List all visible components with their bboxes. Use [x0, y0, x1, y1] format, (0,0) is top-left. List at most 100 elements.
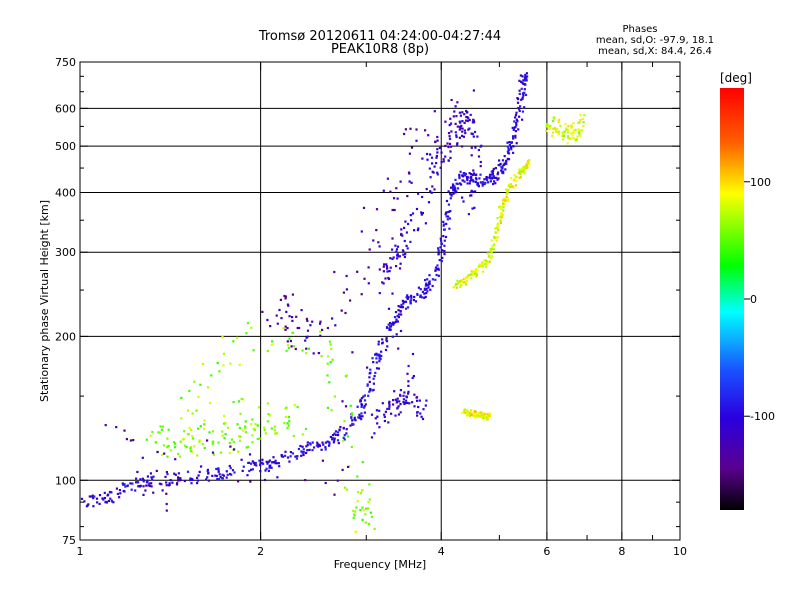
data-point	[293, 404, 296, 407]
data-point	[288, 420, 291, 423]
data-point	[428, 274, 431, 277]
data-point	[269, 325, 272, 328]
data-point	[132, 439, 135, 442]
data-point	[502, 172, 505, 175]
data-point	[449, 210, 452, 213]
data-point	[512, 135, 515, 138]
data-point	[206, 476, 209, 479]
data-point	[362, 395, 365, 398]
data-point	[406, 372, 409, 375]
data-point	[522, 94, 525, 97]
data-point	[429, 176, 432, 179]
data-point	[388, 407, 391, 410]
data-point	[386, 345, 389, 348]
phase-o-stats: mean, sd,O: -97.9, 18.1	[596, 35, 714, 46]
data-point	[362, 406, 366, 409]
data-point	[342, 426, 345, 430]
data-point	[196, 479, 199, 482]
data-point	[330, 347, 333, 351]
data-point	[407, 222, 410, 226]
data-point	[469, 113, 472, 116]
data-point	[448, 142, 452, 145]
data-point	[396, 406, 399, 409]
data-point	[399, 310, 402, 313]
data-point	[523, 165, 526, 168]
y-tick-label: 750	[55, 56, 76, 69]
data-point	[324, 481, 327, 485]
data-point	[239, 412, 242, 415]
data-point	[352, 516, 355, 519]
data-point	[518, 109, 521, 113]
data-point	[545, 123, 548, 126]
data-point	[420, 211, 423, 214]
data-point	[279, 298, 282, 301]
data-point	[306, 444, 309, 447]
data-point	[491, 176, 494, 179]
data-point	[423, 288, 426, 291]
data-point	[364, 521, 367, 524]
data-point	[258, 437, 261, 440]
data-point	[410, 296, 413, 299]
data-point	[490, 251, 493, 254]
data-point	[516, 120, 519, 123]
data-point	[274, 459, 277, 462]
data-point	[493, 243, 496, 246]
data-point	[157, 431, 160, 434]
data-point	[424, 279, 427, 282]
data-point	[376, 415, 379, 418]
data-point	[411, 401, 414, 404]
data-point	[306, 441, 309, 444]
data-point	[360, 230, 363, 233]
data-point	[577, 121, 580, 125]
data-point	[356, 500, 359, 503]
data-point	[229, 362, 232, 365]
data-point	[372, 382, 375, 385]
data-point	[372, 377, 375, 380]
data-point	[176, 482, 179, 485]
data-point	[151, 430, 154, 433]
colorbar-unit: [deg]	[720, 71, 752, 85]
data-point	[387, 421, 390, 424]
data-point	[402, 394, 405, 397]
data-point	[359, 400, 362, 403]
data-point	[378, 245, 381, 248]
data-point	[178, 479, 181, 482]
data-point	[264, 469, 267, 472]
data-point	[451, 184, 455, 187]
data-point	[304, 427, 308, 430]
data-point	[464, 132, 467, 135]
data-point	[266, 318, 269, 322]
data-point	[160, 428, 163, 431]
data-point	[104, 424, 107, 427]
data-point	[519, 172, 522, 175]
data-point	[272, 456, 275, 459]
y-tick-label: 600	[55, 102, 76, 115]
data-point	[376, 422, 379, 425]
data-point	[362, 509, 365, 512]
data-point	[469, 412, 472, 415]
data-point	[399, 389, 402, 392]
data-point	[342, 436, 345, 439]
data-point	[119, 492, 122, 495]
data-point	[556, 130, 559, 133]
data-point	[381, 338, 384, 341]
data-point	[456, 142, 459, 145]
data-point	[389, 266, 392, 269]
data-point	[449, 197, 452, 200]
data-point	[180, 417, 183, 420]
chart-subtitle: PEAK10R8 (8p)	[331, 42, 429, 57]
data-point	[377, 241, 380, 244]
data-point	[399, 393, 402, 396]
data-point	[251, 460, 254, 463]
y-tick-label: 300	[55, 246, 76, 259]
data-point	[440, 239, 443, 242]
data-point	[408, 180, 411, 183]
data-point	[470, 194, 473, 197]
data-point	[98, 494, 102, 497]
data-point	[274, 432, 277, 435]
data-point	[359, 415, 362, 418]
data-point	[351, 351, 354, 354]
data-point	[363, 411, 366, 414]
data-point	[179, 477, 182, 480]
data-point	[326, 326, 329, 330]
